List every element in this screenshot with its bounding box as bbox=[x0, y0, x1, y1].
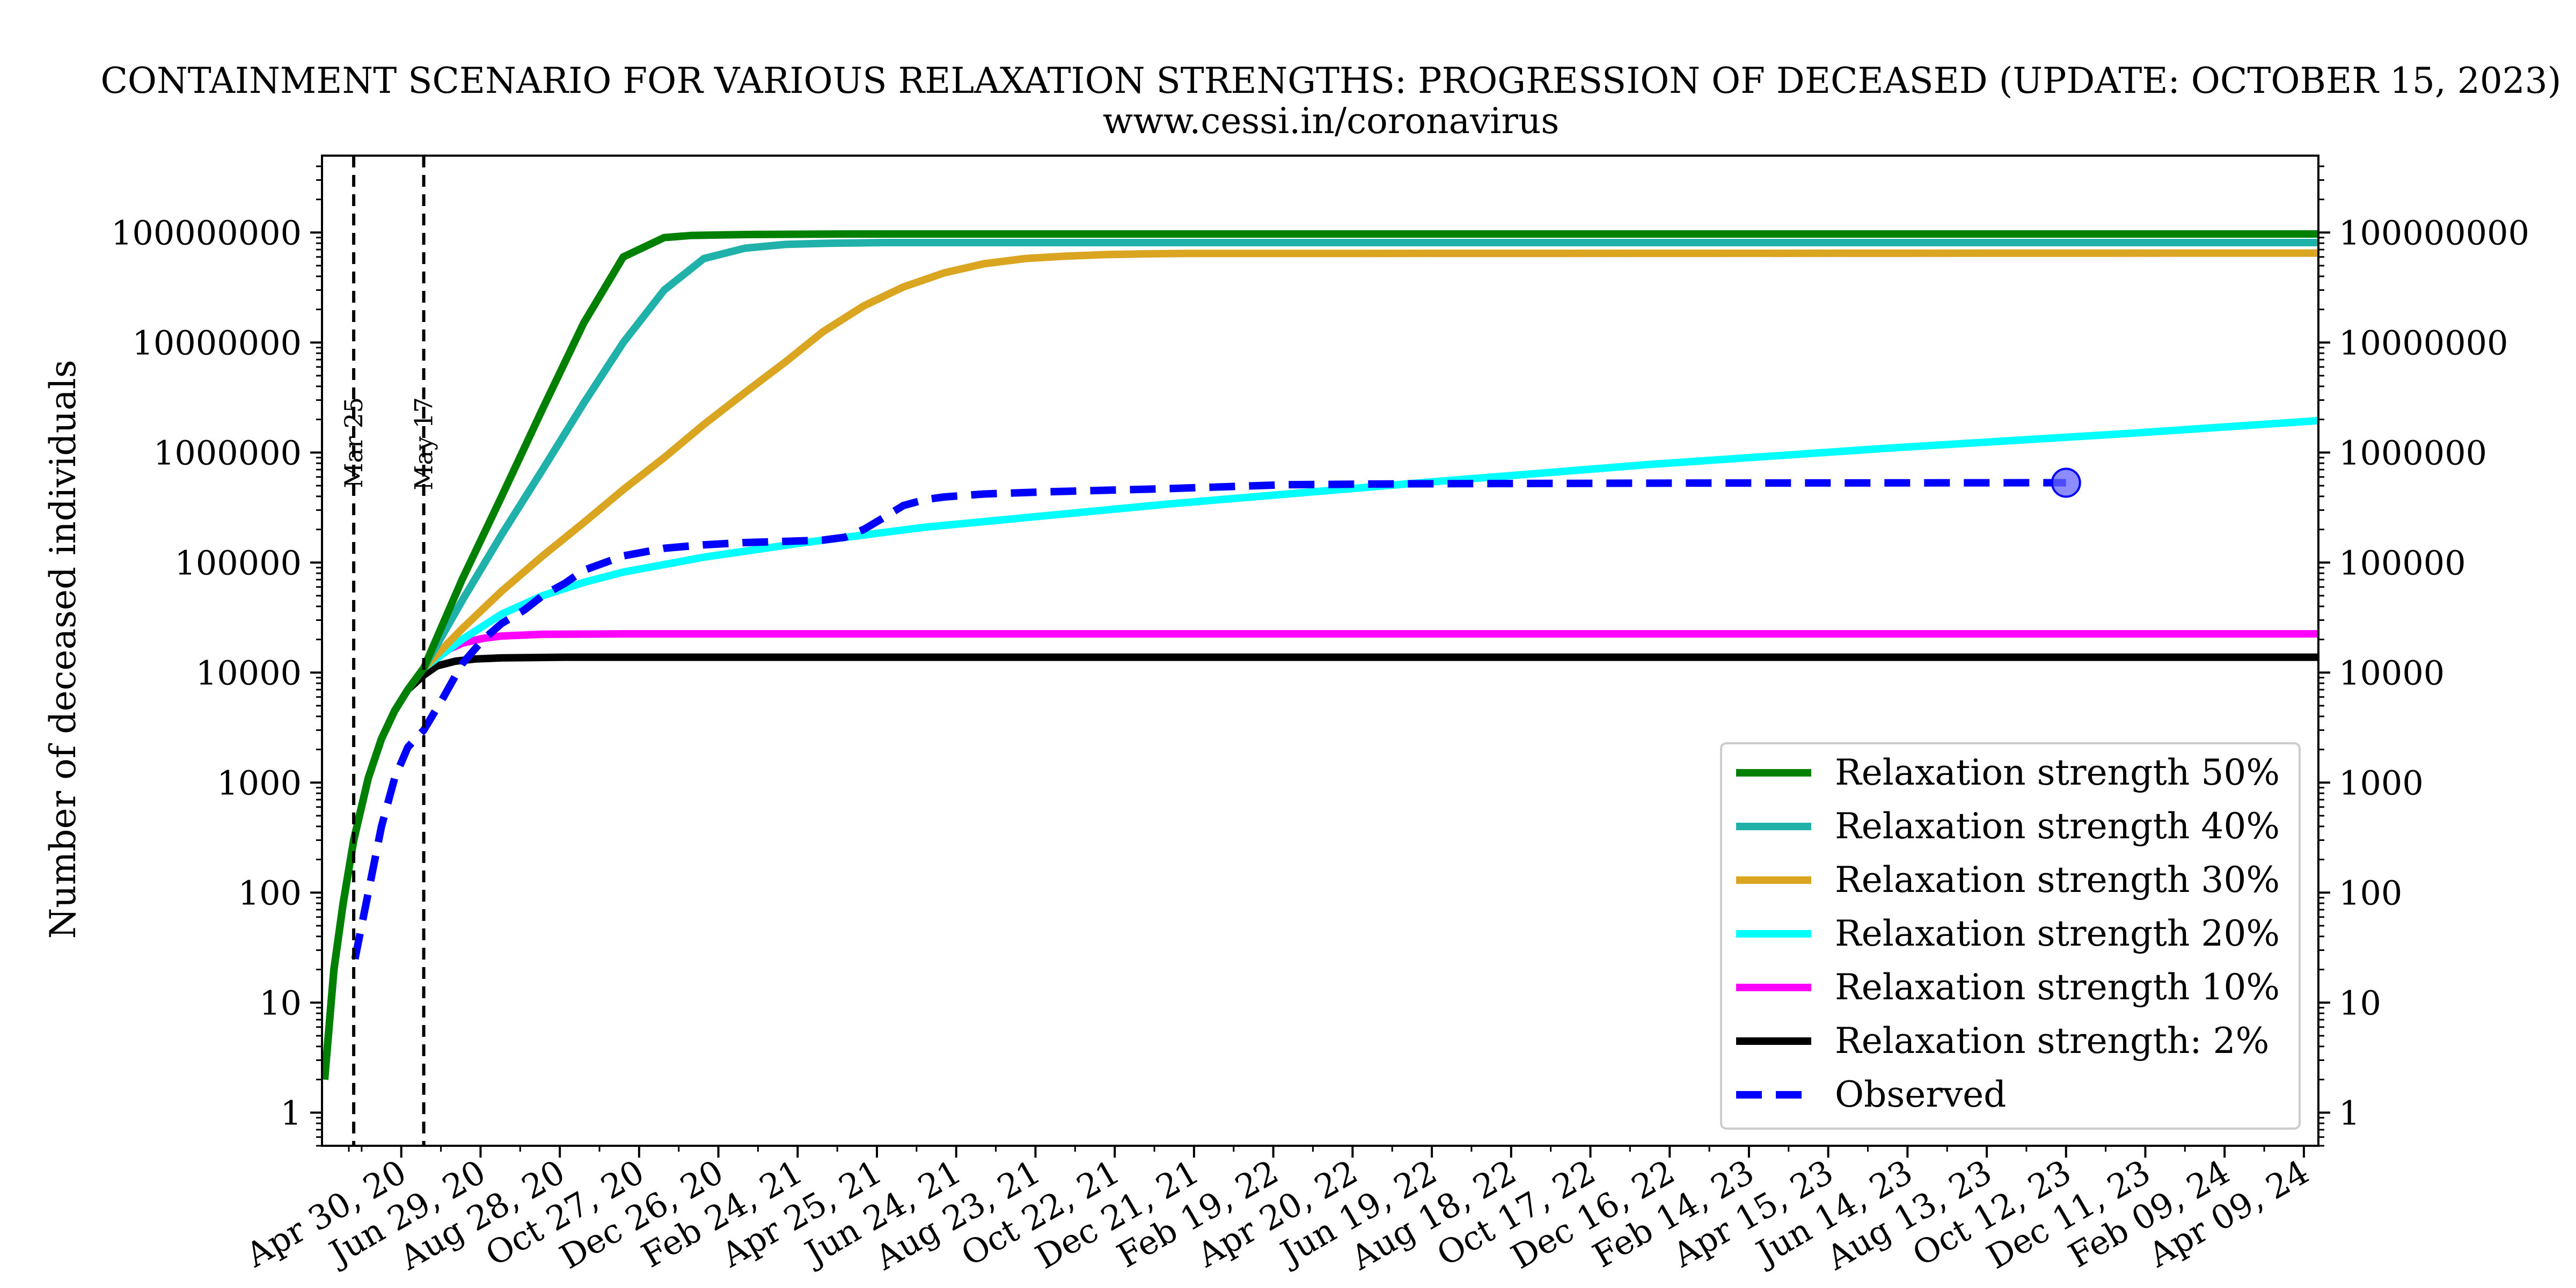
y-axis-left: 1 10 100 1000 10000 100000 1000000 10000000 1000… bbox=[111, 165, 322, 1147]
y-tick-label-right: 100000 bbox=[2339, 543, 2466, 582]
legend-label: Relaxation strength 20% bbox=[1835, 913, 2280, 954]
series-line-relaxation-strength-50 bbox=[320, 230, 2318, 1080]
y-tick-label: 10000000 bbox=[132, 323, 302, 362]
y-tick-label: 100000 bbox=[174, 543, 302, 582]
legend-label: Relaxation strength 30% bbox=[1835, 859, 2280, 901]
y-tick-label: 10 bbox=[259, 983, 302, 1022]
legend-label: Relaxation strength 40% bbox=[1835, 806, 2280, 847]
vertical-marker-layer: Mar 25 May 17 bbox=[339, 156, 438, 1146]
chart-title: CONTAINMENT SCENARIO FOR VARIOUS RELAXAT… bbox=[100, 60, 2561, 101]
y-tick-label-right: 10000000 bbox=[2339, 323, 2508, 362]
y-tick-label-right: 1000000 bbox=[2339, 433, 2487, 472]
series-layer bbox=[320, 230, 2319, 1080]
legend-label: Relaxation strength: 2% bbox=[1835, 1020, 2269, 1062]
y-tick-label-right: 100 bbox=[2339, 873, 2402, 912]
y-axis-right: 1 10 100 1000 10000 100000 1000000 10000000 1000… bbox=[2318, 165, 2529, 1147]
plot-frame bbox=[321, 155, 2319, 1147]
vertical-marker-label: Mar 25 bbox=[339, 397, 368, 488]
series-line-observed bbox=[351, 479, 2066, 960]
y-tick-label-right: 1 bbox=[2339, 1093, 2360, 1132]
legend-label: Relaxation strength 50% bbox=[1835, 752, 2280, 793]
y-tick-label-right: 10 bbox=[2339, 983, 2381, 1022]
legend-label: Observed bbox=[1835, 1074, 2006, 1115]
y-tick-label: 100000000 bbox=[111, 213, 302, 252]
y-tick-label-right: 1000 bbox=[2339, 763, 2424, 802]
legend-box bbox=[1720, 742, 2301, 1130]
observed-end-marker bbox=[2051, 467, 2081, 498]
y-axis-label: Number of deceased individuals bbox=[42, 360, 84, 939]
legend-label: Relaxation strength 10% bbox=[1835, 967, 2280, 1008]
chart-subtitle: www.cessi.in/coronavirus bbox=[1103, 100, 1560, 142]
vertical-marker-label: May 17 bbox=[409, 397, 438, 491]
y-tick-label: 100 bbox=[238, 873, 302, 912]
y-tick-label: 10000 bbox=[196, 653, 302, 692]
y-tick-label: 1000000 bbox=[153, 433, 302, 472]
y-tick-label: 1 bbox=[281, 1093, 302, 1132]
legend: Relaxation strength 50% Relaxation streng… bbox=[1720, 742, 2301, 1130]
y-tick-label-right: 10000 bbox=[2339, 653, 2445, 692]
y-tick-label-right: 100000000 bbox=[2339, 213, 2529, 252]
y-tick-label: 1000 bbox=[217, 763, 302, 802]
